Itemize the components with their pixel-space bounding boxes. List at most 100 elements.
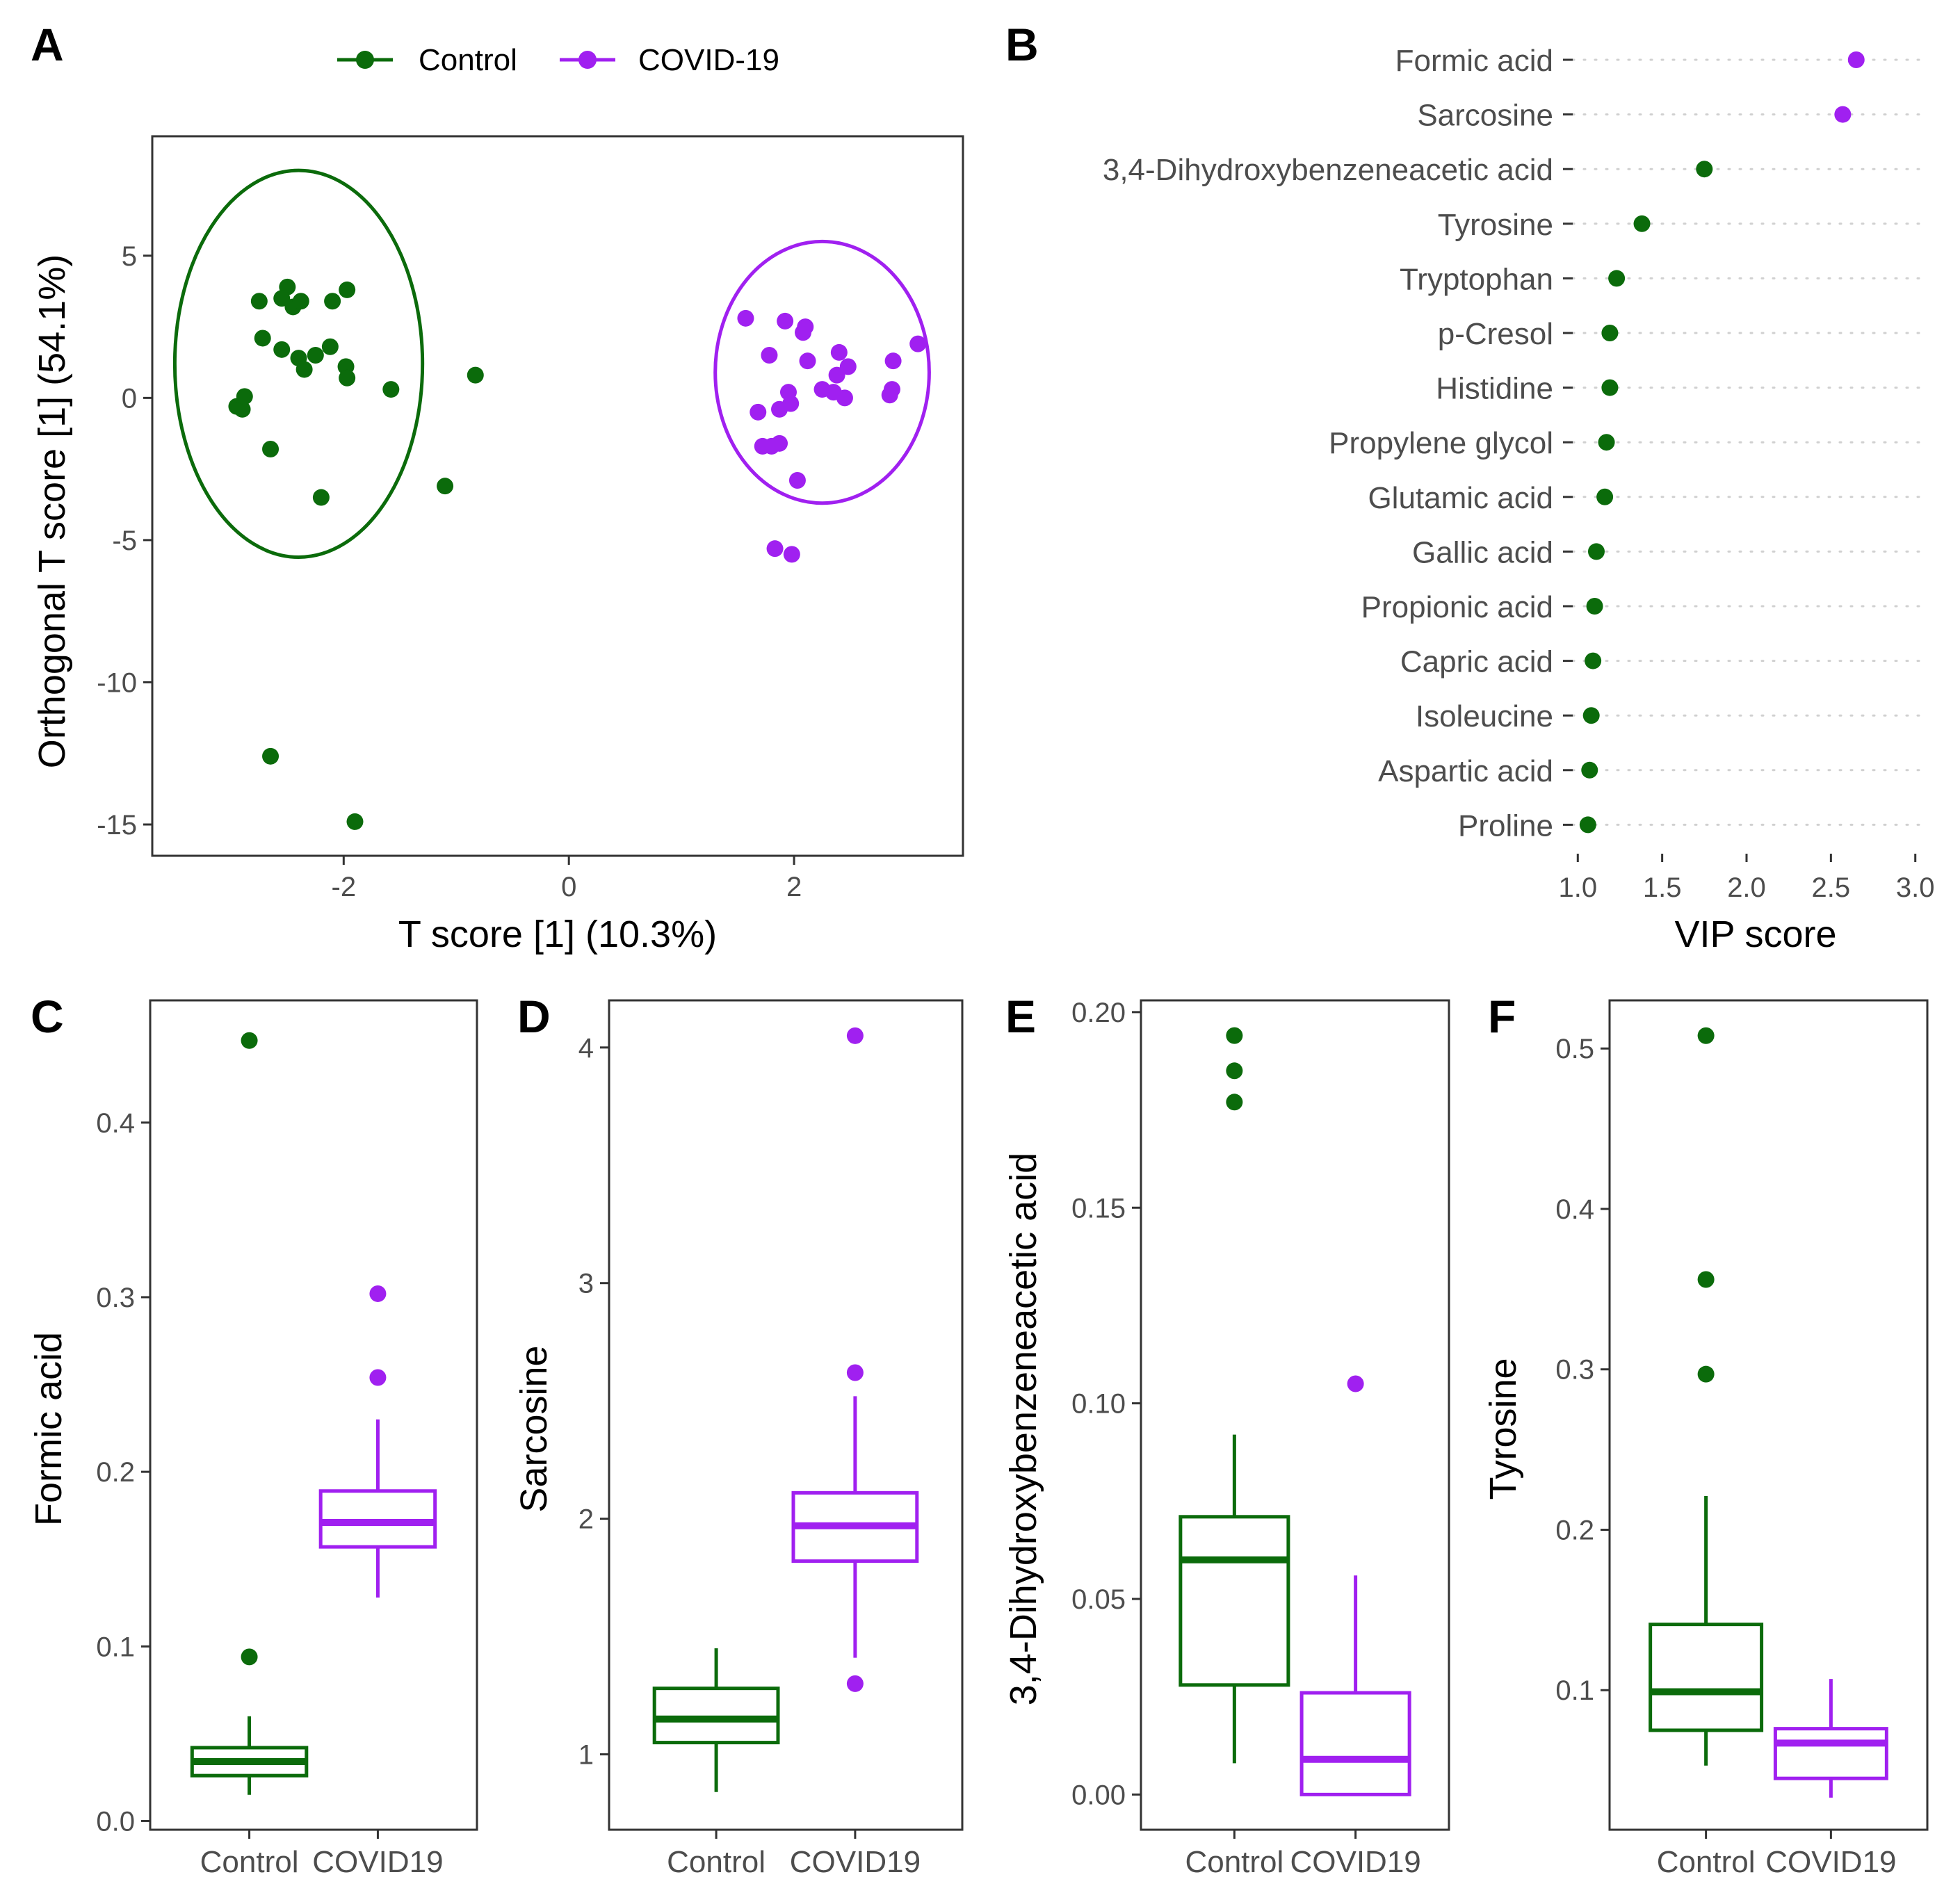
panel-a-point-control (346, 813, 364, 830)
panel-b-point-capric-acid (1585, 652, 1602, 669)
panel-a-score-plot: -2 0 2 -15 -10 -5 0 5 T score [1] (10.3%) Orthogo… (31, 135, 964, 955)
panel-a-y-tick-label: -10 (97, 667, 137, 698)
panel-b-point-propylene-glycol (1598, 434, 1615, 451)
panel-a-point-covid (799, 352, 816, 370)
panel-a-point-control (292, 293, 309, 310)
panel-e-y-tick-label: 0.05 (1071, 1584, 1126, 1615)
panel-a-point-covid (828, 366, 845, 384)
panel-e-outlier-control (1226, 1027, 1243, 1044)
panel-a-point-control (250, 293, 268, 310)
panel-letter-b: B (1005, 19, 1039, 70)
panel-e-box-covid: COVID19 (1290, 1375, 1421, 1879)
panel-b-x-tick-label: 1.5 (1643, 872, 1682, 903)
panel-c-box-control: Control (190, 1032, 309, 1879)
panel-b-label-formic-acid: Formic acid (1395, 44, 1553, 78)
panel-a-point-covid (761, 347, 778, 364)
panel-a-point-control (262, 747, 280, 765)
panel-e-y-tick-label: 0.00 (1071, 1780, 1126, 1810)
panel-d-frame (608, 999, 964, 1831)
panel-b-point-histidine (1601, 379, 1619, 396)
panel-e-outlier-control (1226, 1062, 1243, 1080)
panel-f-y-tick-label: 0.5 (1555, 1034, 1594, 1064)
panel-a-point-control (234, 400, 251, 418)
panel-a-point-covid (777, 312, 794, 330)
panel-letter-f: F (1488, 991, 1516, 1042)
panel-c-x-label-control: Control (200, 1845, 299, 1879)
panel-a-x-tick-label: 2 (786, 872, 802, 902)
legend-marker-covid (578, 51, 597, 69)
panel-f-x-label-covid: COVID19 (1765, 1845, 1896, 1879)
panel-b-point-aspartic-acid (1581, 761, 1598, 779)
legend-label-covid: COVID-19 (638, 43, 779, 77)
panel-c-iqr-box-covid (318, 1489, 437, 1549)
panel-b-point-3-4-dihydroxybenzeneacetic-acid (1696, 161, 1713, 178)
panel-f-frame (1608, 999, 1929, 1831)
panel-f-y-title: Tyrosine (1482, 1358, 1524, 1500)
panel-c-box-plot: 0.0 0.1 0.2 0.3 0.4 Formic acid Control COVID19 (28, 999, 478, 1879)
panel-c-y-title: Formic acid (28, 1332, 70, 1526)
panel-a-point-covid (788, 472, 806, 489)
panel-a-x-title: T score [1] (10.3%) (398, 913, 717, 955)
panel-b-point-propionic-acid (1586, 598, 1603, 615)
panel-b-label-propionic-acid: Propionic acid (1361, 590, 1553, 624)
panel-c-y-tick-label: 0.0 (96, 1806, 135, 1837)
panel-b-x-tick-label: 1.0 (1558, 872, 1597, 903)
panel-a-x-tick-label: -2 (332, 872, 357, 902)
panel-e-iqr-box-control (1179, 1515, 1290, 1687)
panel-e-y-tick-label: 0.10 (1071, 1389, 1126, 1420)
panel-b-point-proline (1579, 816, 1596, 834)
panel-a-point-covid (883, 381, 900, 398)
panel-a-y-tick-label: -15 (97, 810, 137, 840)
panel-d-outlier-covid (846, 1364, 864, 1381)
panel-e-box-plot: 0.00 0.05 0.10 0.15 0.20 3,4-Dihydroxybenzene… (1003, 998, 1450, 1879)
panel-d-outlier-covid (846, 1027, 864, 1044)
panel-f-x-label-control: Control (1657, 1845, 1756, 1879)
legend-label-control: Control (419, 43, 517, 77)
panel-a-y-tick-label: 5 (122, 241, 137, 272)
panel-b-label-isoleucine: Isoleucine (1416, 699, 1553, 733)
panel-b-x-title: VIP score (1674, 913, 1836, 955)
panel-d-x-label-covid: COVID19 (790, 1845, 921, 1879)
panel-b-point-gallic-acid (1587, 543, 1605, 560)
panel-b-point-sarcosine (1834, 106, 1852, 123)
panel-b-label-gallic-acid: Gallic acid (1412, 535, 1553, 569)
panel-b-label-3-4-dihydroxybenzeneacetic-acid: 3,4-Dihydroxybenzeneacetic acid (1103, 153, 1553, 187)
panel-a-point-covid (750, 403, 767, 421)
legend-item-control: Control (337, 43, 517, 77)
panel-a-y-tick-label: 0 (122, 383, 137, 414)
figure-layer: A B C D E F Control COVID-19 -2 0 2 -15 -10 -5 0 5 T sco… (28, 19, 1935, 1879)
panel-f-iqr-box-control (1649, 1623, 1764, 1732)
panel-d-y-title: Sarcosine (513, 1345, 555, 1512)
panel-letter-d: D (517, 991, 551, 1042)
panel-d-x-label-control: Control (667, 1845, 766, 1879)
panel-c-outlier-covid (369, 1369, 387, 1386)
panel-a-point-control (437, 478, 454, 495)
panel-b-point-tyrosine (1633, 215, 1651, 232)
panel-d-box-control: Control (652, 1648, 780, 1879)
panel-f-y-tick-label: 0.2 (1555, 1515, 1594, 1545)
panel-a-point-control (339, 369, 356, 387)
panel-c-frame (149, 999, 478, 1831)
legend: Control COVID-19 (337, 43, 779, 77)
panel-b-label-propylene-glycol: Propylene glycol (1329, 426, 1553, 460)
panel-b-point-tryptophan (1608, 270, 1626, 287)
panel-f-y-tick-label: 0.1 (1555, 1675, 1594, 1706)
panel-a-y-title: Orthogonal T score [1] (54.1%) (31, 254, 73, 768)
panel-a-point-covid (771, 434, 788, 452)
panel-f-box-covid: COVID19 (1765, 1679, 1897, 1879)
panel-c-y-tick-label: 0.2 (96, 1457, 135, 1488)
panel-c-outlier-control (241, 1648, 258, 1666)
panel-a-point-covid (783, 546, 800, 563)
panel-f-box-plot: 0.1 0.2 0.3 0.4 0.5 Tyrosine Control COVID19 (1482, 999, 1929, 1879)
panel-c-y-tick-label: 0.1 (96, 1632, 135, 1662)
panel-d-outlier-covid (846, 1675, 864, 1692)
panel-b-vip-plot: Formic acid Sarcosine 3,4-Dihydroxybenzene… (1103, 44, 1935, 955)
panel-d-iqr-box-control (652, 1687, 780, 1745)
panel-e-frame (1140, 999, 1450, 1831)
panel-d-y-tick-label: 1 (578, 1740, 594, 1771)
panel-b-label-p-cresol: p-Cresol (1438, 317, 1553, 351)
panel-c-y-tick-label: 0.4 (96, 1108, 135, 1139)
panel-a-point-control (312, 489, 330, 506)
